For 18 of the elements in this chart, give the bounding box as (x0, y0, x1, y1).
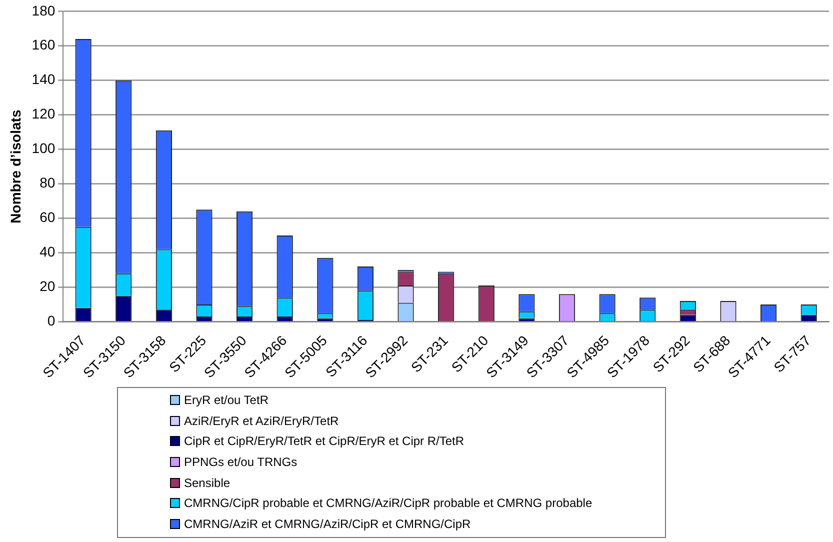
legend-label: CMRNG/CipR probable et CMRNG/AziR/CipR probable et CMRNG probable (184, 496, 592, 510)
y-tick-label: 20 (40, 278, 56, 294)
y-tick-label: 160 (32, 36, 56, 53)
y-tick-label: 0 (47, 312, 56, 329)
y-tick-label: 60 (40, 209, 56, 226)
y-tick-label: 100 (32, 140, 56, 156)
y-tick-label: 180 (32, 2, 56, 18)
y-tick-label: 140 (32, 71, 56, 88)
legend-label: EryR et/ou TetR (184, 393, 268, 408)
y-tick-label: 120 (32, 106, 56, 122)
legend-label: PPNGs et/ou TRNGs (184, 455, 298, 470)
y-axis-title: Nombre d’isolats (7, 110, 24, 224)
legend-label: CipR et CipR/EryR/TetR et CipR/EryR et Cipr R/TetR (184, 434, 464, 448)
legend-label: CMRNG/AziR et CMRNG/AziR/CipR et CMRNG/CipR (184, 516, 471, 531)
y-tick-label: 80 (40, 174, 56, 191)
legend-label: AziR/EryR et AziR/EryR/TetR (184, 414, 339, 428)
y-tick-label: 40 (40, 244, 56, 260)
legend-label: Sensible (184, 476, 230, 490)
